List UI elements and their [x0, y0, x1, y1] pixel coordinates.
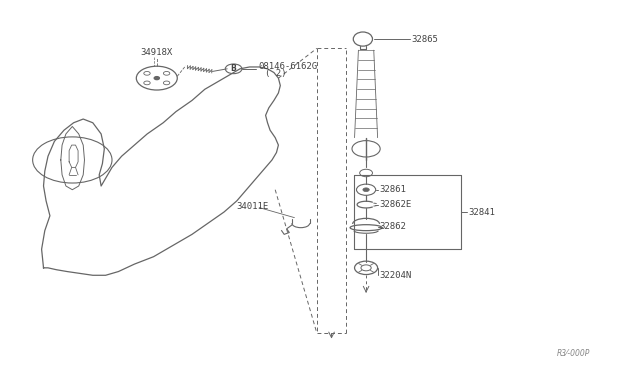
Text: ( 2): ( 2) [265, 69, 287, 78]
Text: 32841: 32841 [468, 208, 495, 217]
Circle shape [154, 77, 159, 80]
Text: 32861: 32861 [379, 185, 406, 194]
Text: 32862: 32862 [379, 222, 406, 231]
Text: R3⁄-000P: R3⁄-000P [557, 349, 590, 358]
Text: 08146-6162G: 08146-6162G [258, 62, 317, 71]
Text: 32865: 32865 [411, 35, 438, 44]
Text: 34011E: 34011E [237, 202, 269, 211]
Text: 34918X: 34918X [141, 48, 173, 57]
Text: 32862E: 32862E [379, 200, 411, 209]
Text: B: B [231, 64, 236, 73]
Circle shape [363, 188, 369, 192]
Text: 32204N: 32204N [379, 271, 411, 280]
